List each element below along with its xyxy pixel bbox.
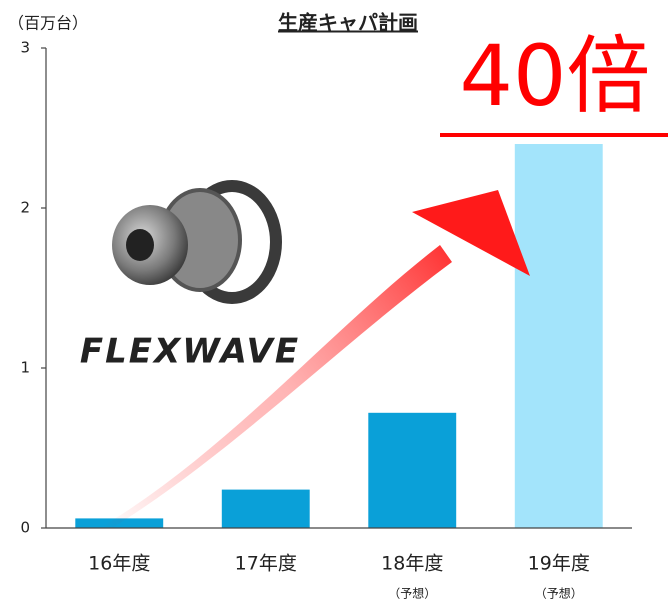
bar xyxy=(368,412,457,528)
x-tick-label: 18年度 xyxy=(381,553,443,575)
logo: FLEXWAVE xyxy=(80,332,300,372)
x-tick-label: 17年度 xyxy=(235,553,297,575)
bar xyxy=(221,489,310,528)
y-tick-label: 0 xyxy=(20,519,30,537)
bar xyxy=(514,144,603,528)
x-tick-label: 16年度 xyxy=(88,553,150,575)
y-tick-label: 2 xyxy=(20,199,30,217)
category-note: （予想） xyxy=(388,586,436,601)
category-note: （予想） xyxy=(535,586,583,601)
product-image xyxy=(112,180,282,304)
y-tick-label: 1 xyxy=(20,359,30,377)
chart-title: 生産キャパ計画 xyxy=(278,11,418,35)
annotation: 40倍 xyxy=(460,27,651,125)
y-unit-label: （百万台） xyxy=(8,14,88,33)
growth-arrow-head xyxy=(412,190,530,276)
x-tick-label: 19年度 xyxy=(528,553,590,575)
y-tick-label: 3 xyxy=(20,39,30,57)
growth-arrow xyxy=(100,245,452,528)
